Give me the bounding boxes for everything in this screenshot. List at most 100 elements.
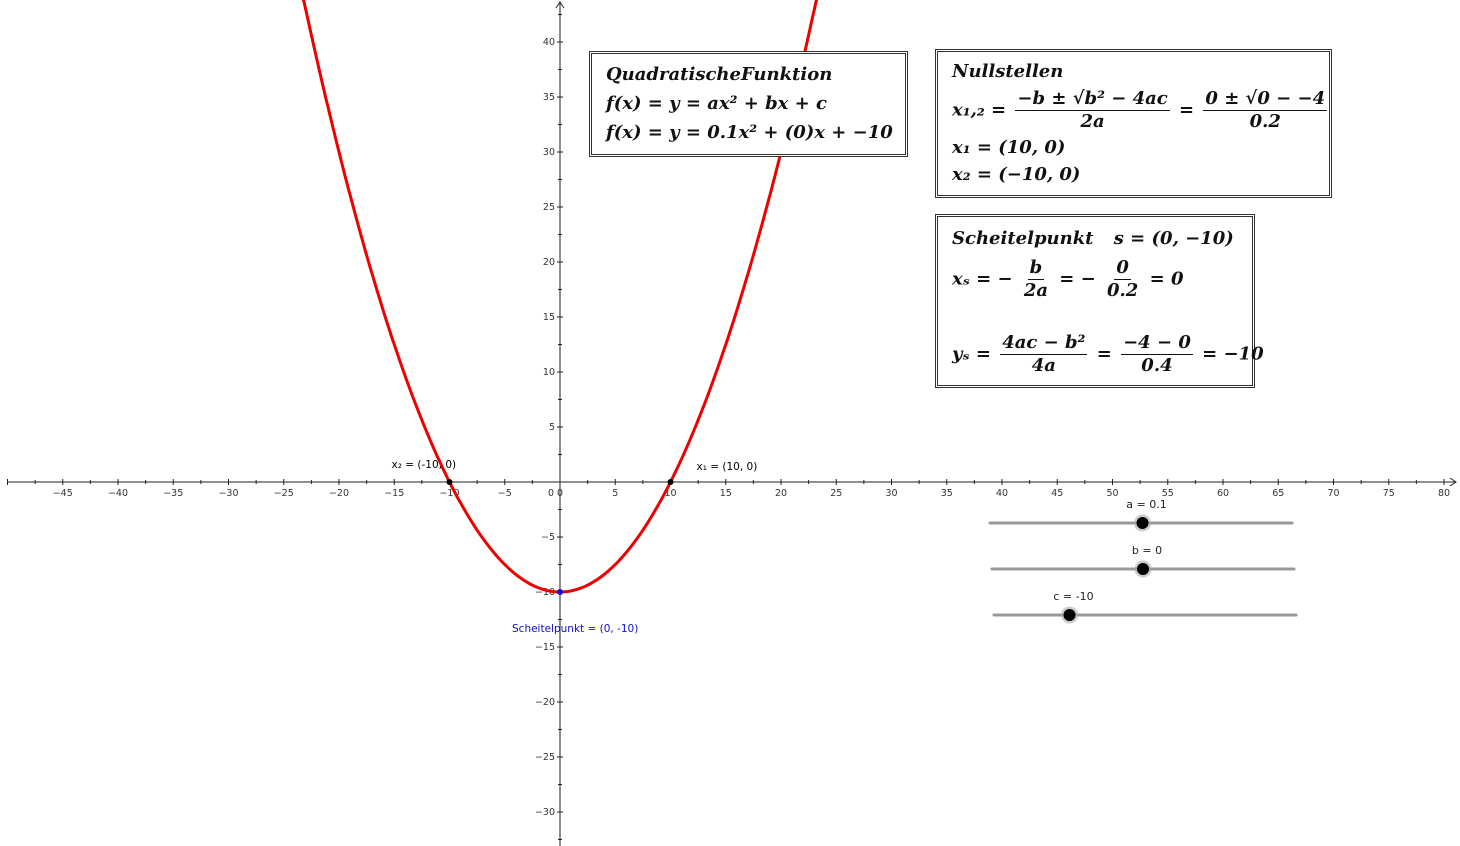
roots-title: Nullstellen (952, 61, 1064, 82)
xs-fraction: b 2a (1022, 257, 1050, 302)
x-tick-label: 70 (1327, 488, 1339, 499)
ys-numerator-values: −4 − 0 (1121, 332, 1193, 355)
roots-formula: x₁,₂ = −b ± √b² − 4ac 2a = 0 ± √0 − −4 0… (952, 88, 1330, 133)
y-tick-label: −15 (535, 642, 555, 653)
ys-fraction: 4ac − b² 4a (1000, 332, 1088, 377)
xs-lhs: xₛ = − (952, 268, 1013, 290)
point-label: Scheitelpunkt = (0, -10) (512, 623, 638, 635)
x-tick-label: 30 (885, 488, 897, 499)
y-tick-label: 5 (549, 422, 555, 433)
function-general: f(x) = y = ax² + bx + c (606, 93, 827, 114)
vertex-title: Scheitelpunkt (952, 228, 1094, 249)
origin-label: 0 (548, 488, 554, 499)
x-tick-label: 55 (1162, 488, 1174, 499)
sliders[interactable]: a = 0.1 b = 0 c = -10 (988, 498, 1298, 624)
slider-label: c = -10 (1053, 590, 1093, 603)
roots-fraction: −b ± √b² − 4ac 2a (1015, 88, 1170, 133)
point-marker[interactable] (557, 589, 563, 595)
x-tick-label: −40 (108, 488, 128, 499)
x-tick-label: 25 (830, 488, 842, 499)
point-label: x₂ = (-10, 0) (392, 459, 457, 471)
y-tick-label: −30 (535, 807, 555, 818)
x-axis-arrow (1449, 477, 1457, 487)
x-tick-label: −25 (274, 488, 294, 499)
axes (7, 1, 1457, 846)
vertex-xs-formula: xₛ = − b 2a = − 0 0.2 = 0 (952, 257, 1183, 302)
x-tick-label: 5 (612, 488, 618, 499)
x-tick-label: 75 (1383, 488, 1395, 499)
roots-numerator-values: 0 ± √0 − −4 (1203, 88, 1328, 111)
y-tick-label: −10 (535, 587, 555, 598)
point-label: x₁ = (10, 0) (697, 461, 758, 473)
x-tick-label: −15 (384, 488, 404, 499)
slider-label: a = 0.1 (1126, 498, 1166, 511)
x-tick-label: 50 (1106, 488, 1118, 499)
function-box[interactable]: QuadratischeFunktion f(x) = y = ax² + bx… (589, 51, 908, 157)
vertex-box[interactable]: Scheitelpunkt s = (0, −10) xₛ = − b 2a =… (935, 214, 1264, 388)
slider-knob[interactable] (1137, 563, 1149, 575)
slider-label: b = 0 (1132, 544, 1162, 557)
ys-numerator: 4ac − b² (1000, 332, 1088, 355)
function-specific: f(x) = y = 0.1x² + (0)x + −10 (606, 122, 893, 143)
x-tick-label: 40 (996, 488, 1008, 499)
slider-knob[interactable] (1136, 517, 1149, 529)
roots-denominator-values: 0.2 (1249, 111, 1281, 132)
roots-box[interactable]: Nullstellen x₁,₂ = −b ± √b² − 4ac 2a = 0… (935, 49, 1332, 198)
x-tick-label: −10 (439, 488, 459, 499)
roots-lhs: x₁,₂ = (952, 99, 1007, 121)
x-tick-label: 65 (1272, 488, 1284, 499)
x-tick-label: 0 (557, 488, 563, 499)
x-tick-label: −45 (53, 488, 73, 499)
point-marker[interactable] (667, 479, 674, 485)
ys-mid: = (1096, 343, 1112, 365)
xs-fraction-values: 0 0.2 (1105, 257, 1140, 302)
ys-fraction-values: −4 − 0 0.4 (1121, 332, 1193, 377)
x-tick-label: −30 (218, 488, 238, 499)
y-tick-label: 10 (543, 367, 555, 378)
y-tick-label: −5 (541, 532, 555, 543)
x-tick-label: −20 (329, 488, 349, 499)
x-tick-label: 10 (664, 488, 676, 499)
xs-denominator-values: 0.2 (1107, 280, 1139, 301)
roots-equals: = (1179, 99, 1195, 121)
root-x2: x₂ = (−10, 0) (952, 164, 1081, 185)
function-title: QuadratischeFunktion (606, 64, 833, 85)
ys-denominator: 4a (1031, 355, 1056, 376)
ys-denominator-values: 0.4 (1141, 355, 1173, 376)
ys-lhs: yₛ = (952, 343, 991, 365)
point-marker[interactable] (446, 479, 453, 485)
xs-denominator: 2a (1023, 280, 1048, 301)
xs-numerator-values: 0 (1114, 257, 1131, 280)
y-tick-label: −25 (535, 752, 555, 763)
root-x1: x₁ = (10, 0) (952, 137, 1066, 158)
y-tick-label: −20 (535, 697, 555, 708)
x-tick-label: 45 (1051, 488, 1063, 499)
special-points: x₁ = (10, 0) x₂ = (-10, 0) Scheitelpunkt =… (392, 459, 758, 635)
xs-numerator: b (1027, 257, 1045, 280)
xs-mid: = − (1059, 268, 1096, 290)
roots-denominator: 2a (1080, 111, 1105, 132)
x-tick-label: 15 (720, 488, 732, 499)
x-tick-label: −5 (498, 488, 512, 499)
ys-result: = −10 (1202, 343, 1264, 365)
y-tick-label: 35 (543, 92, 555, 103)
y-tick-label: 30 (543, 147, 555, 158)
vertex-s: s = (0, −10) (1113, 228, 1234, 249)
roots-fraction-values: 0 ± √0 − −4 0.2 (1203, 88, 1328, 133)
y-tick-label: 15 (543, 312, 555, 323)
xs-result: = 0 (1149, 268, 1184, 290)
vertex-header: Scheitelpunkt s = (0, −10) (952, 228, 1234, 250)
y-tick-label: 40 (543, 37, 555, 48)
x-tick-label: 35 (941, 488, 953, 499)
slider-knob[interactable] (1063, 609, 1076, 621)
roots-numerator: −b ± √b² − 4ac (1015, 88, 1170, 111)
x-tick-label: 80 (1438, 488, 1450, 499)
x-tick-label: 60 (1217, 488, 1229, 499)
x-tick-label: 20 (775, 488, 787, 499)
y-axis-arrow (555, 1, 565, 9)
tick-labels: −45 −40 −35 −30 −25 −20 −15 −10 −5 0 5 10 15 20 25 30 35… (53, 37, 1450, 818)
vertex-ys-formula: yₛ = 4ac − b² 4a = −4 − 0 0.4 = −10 (952, 332, 1264, 377)
y-tick-label: 25 (543, 202, 555, 213)
y-tick-label: 20 (543, 257, 555, 268)
